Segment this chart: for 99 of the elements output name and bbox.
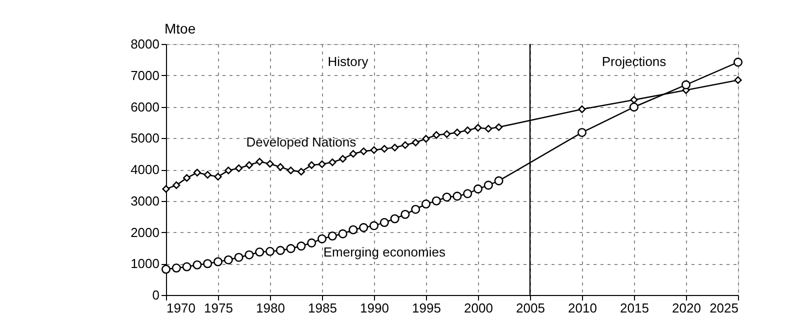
x-tick-label: 2020 [672,300,701,316]
series-label: Emerging economies [323,244,446,260]
point [681,80,691,90]
x-tick-label: 1975 [204,300,233,316]
point [432,196,441,206]
point [308,161,316,169]
point [162,185,170,193]
point [463,189,472,198]
point [400,210,410,219]
point [390,144,399,152]
point [286,244,296,254]
point [328,232,337,241]
y-axis-title: Mtoe [164,20,196,36]
point [348,225,358,234]
point [473,184,483,194]
annotation: Projections [602,54,667,69]
point [578,105,586,114]
point [453,128,462,136]
point [360,147,368,156]
point [349,150,358,158]
point [432,131,440,139]
point [474,124,482,132]
point [234,252,244,262]
point [421,199,431,209]
point [630,96,638,104]
y-tick-label: 2000 [130,224,160,240]
point [338,155,347,163]
point [422,134,430,143]
point [411,204,420,214]
y-tick-label: 8000 [130,36,160,52]
point [265,246,275,256]
y-tick-label: 3000 [130,193,160,208]
x-tick-label: 1980 [256,300,285,316]
point [307,238,316,248]
point [452,192,462,201]
point [338,229,348,238]
x-tick-label: 1995 [412,300,441,316]
point [276,163,284,171]
point [296,242,306,251]
point [203,259,212,268]
x-tick-label: 2025 [710,300,738,316]
point [494,176,504,186]
point [412,138,420,146]
point [172,264,181,273]
y-tick-label: 7000 [130,68,160,83]
point [484,180,493,190]
point [317,234,327,244]
point [401,141,410,149]
point [318,160,326,168]
y-tick-label: 1000 [130,256,160,272]
point [442,130,451,138]
point [182,262,192,272]
point [224,255,233,264]
point [484,124,492,133]
x-tick-label: 1985 [308,300,337,316]
y-tick-label: 4000 [130,162,160,177]
point [204,171,212,179]
point [577,128,587,137]
point [494,123,503,131]
point [234,164,243,172]
point [629,102,639,112]
point [266,160,274,168]
point [255,248,264,257]
x-tick-label: 2010 [568,300,597,316]
point [244,250,254,260]
point [286,166,295,174]
point [213,257,223,266]
point [172,181,180,189]
x-tick-label: 2005 [516,300,545,316]
point [464,126,472,134]
series-label: Developed Nations [246,134,357,150]
point [245,161,254,169]
point [224,166,232,174]
point [380,218,389,228]
point [192,260,202,270]
y-tick-label: 0 [152,288,160,302]
x-tick-label: 1970 [166,300,196,316]
point [734,76,742,84]
point [276,246,285,255]
y-tick-label: 6000 [130,99,160,114]
point [390,214,400,224]
point [369,221,379,230]
point [733,58,743,67]
x-tick-label: 1990 [360,300,389,316]
point [370,146,378,154]
point [161,264,171,274]
annotation: History [328,54,369,69]
point [256,158,264,166]
x-tick-label: 2015 [620,300,649,316]
point [380,144,388,153]
point [328,158,336,166]
point [193,168,202,176]
point [214,172,222,181]
point [297,168,306,176]
point [182,174,191,182]
point [359,223,368,232]
point [442,192,452,202]
x-tick-label: 2000 [464,300,493,316]
y-tick-label: 5000 [130,130,160,146]
